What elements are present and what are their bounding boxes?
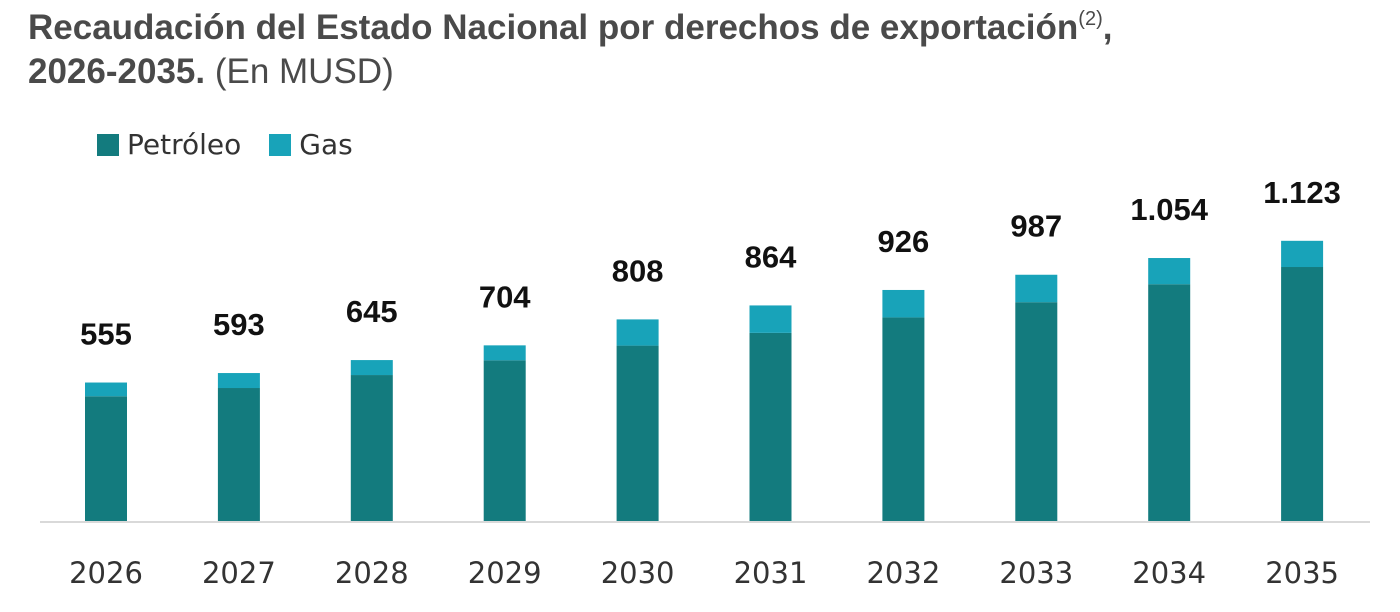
x-tick-label-2027: 2027: [202, 556, 276, 590]
bar-gas-2034: [1148, 258, 1191, 285]
bar-gas-2027: [217, 373, 260, 389]
x-tick-label-2026: 2026: [69, 556, 143, 590]
x-tick-label-2029: 2029: [468, 556, 542, 590]
value-label-2029: 704: [479, 279, 531, 314]
legend-item-petroleo: Petróleo: [97, 128, 241, 161]
value-label-2034: 1.054: [1130, 192, 1208, 227]
title-footnote: (2): [1078, 8, 1103, 30]
title-years: 2026-2035.: [28, 52, 206, 91]
legend-label-gas: Gas: [299, 128, 353, 161]
legend-item-gas: Gas: [269, 128, 353, 161]
bar-gas-2026: [85, 382, 127, 397]
x-tick-label-2031: 2031: [734, 556, 808, 590]
value-label-2028: 645: [346, 294, 398, 329]
legend-swatch-petroleo: [97, 133, 119, 156]
bar-gas-2029: [483, 345, 526, 361]
legend: Petróleo Gas: [97, 128, 381, 161]
value-label-2026: 555: [80, 317, 132, 352]
bar-gas-2035: [1281, 240, 1324, 268]
title-comma: ,: [1102, 8, 1113, 47]
bar-gas-2032: [882, 289, 925, 318]
x-tick-label-2028: 2028: [335, 556, 409, 590]
bar-petroleo-2027: [217, 388, 260, 521]
bar-gas-2028: [350, 360, 393, 376]
value-label-2033: 987: [1010, 209, 1062, 244]
legend-swatch-gas: [269, 133, 292, 156]
bar-petroleo-2030: [616, 345, 659, 521]
x-tick-label-2035: 2035: [1265, 556, 1339, 590]
bar-gas-2033: [1015, 274, 1058, 303]
bar-petroleo-2033: [1015, 302, 1058, 521]
value-label-2030: 808: [612, 253, 664, 288]
x-tick-label-2033: 2033: [999, 556, 1073, 590]
bar-petroleo-2026: [85, 396, 127, 521]
value-label-2032: 926: [878, 224, 930, 259]
value-label-2035: 1.123: [1263, 175, 1341, 210]
title-line1: Recaudación del Estado Nacional por dere…: [28, 8, 1079, 47]
bar-gas-2030: [616, 319, 659, 346]
value-label-2031: 864: [745, 239, 797, 274]
x-tick-label-2030: 2030: [601, 556, 675, 590]
x-tick-label-2032: 2032: [866, 556, 940, 590]
bar-petroleo-2028: [350, 375, 393, 521]
bar-gas-2031: [749, 305, 792, 333]
legend-label-petroleo: Petróleo: [127, 128, 242, 161]
x-tick-label-2034: 2034: [1132, 556, 1206, 590]
bar-petroleo-2032: [882, 317, 925, 521]
title-unit: (En MUSD): [205, 52, 394, 91]
bar-petroleo-2035: [1281, 267, 1324, 521]
bar-petroleo-2029: [483, 360, 526, 521]
bar-petroleo-2031: [749, 332, 792, 521]
chart-title: Recaudación del Estado Nacional por dere…: [28, 6, 1112, 94]
value-label-2027: 593: [213, 307, 265, 342]
bar-petroleo-2034: [1148, 284, 1191, 521]
